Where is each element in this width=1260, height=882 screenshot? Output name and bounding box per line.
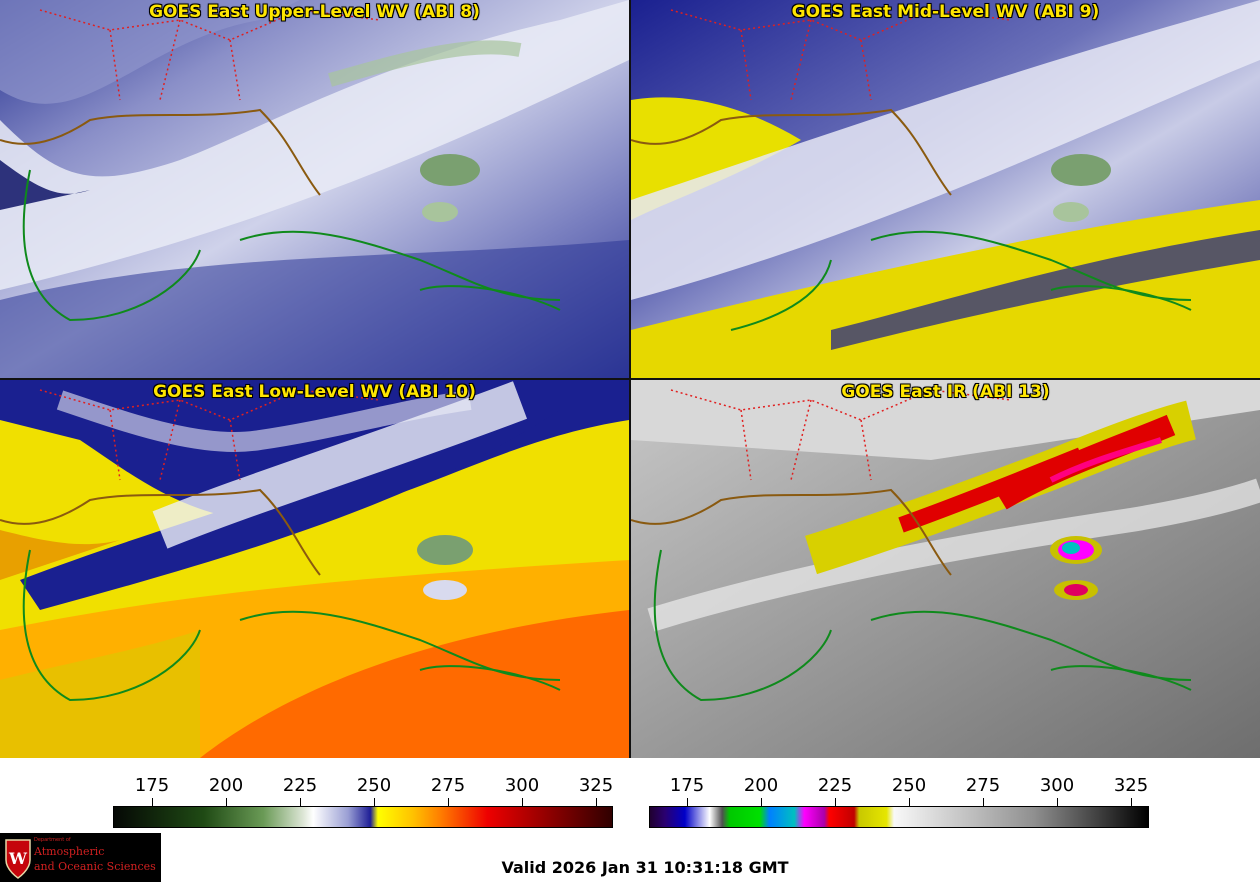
wv-colorbar: [113, 806, 613, 828]
ir-image: [631, 380, 1260, 758]
wv-colorbar-tick-label: 250: [356, 775, 392, 796]
panel-low-level-wv: GOES East Low-Level WV (ABI 10): [0, 380, 629, 758]
ir-colorbar-tick: [1131, 798, 1132, 806]
logo-line-atmospheric: Atmospheric: [34, 845, 105, 858]
wv-colorbar-tick-label: 325: [578, 775, 614, 796]
upper-level-wv-image: [0, 0, 629, 378]
panel-title-mid-level-wv: GOES East Mid-Level WV (ABI 9): [791, 2, 1100, 22]
logo-line-department: Department of: [34, 837, 71, 843]
logo-line-oceanic-sciences: and Oceanic Sciences: [34, 860, 156, 873]
panel-ir: GOES East IR (ABI 13): [631, 380, 1260, 758]
wv-colorbar-tick: [300, 798, 301, 806]
panel-upper-level-wv: GOES East Upper-Level WV (ABI 8): [0, 0, 629, 378]
low-level-wv-image: [0, 380, 629, 758]
ir-colorbar-tick-label: 300: [1039, 775, 1075, 796]
ir-colorbar-tick-label: 250: [891, 775, 927, 796]
ir-colorbar-tick-label: 275: [965, 775, 1001, 796]
wv-colorbar-tick-label: 300: [504, 775, 540, 796]
wv-colorbar-tick-label: 225: [282, 775, 318, 796]
ir-colorbar-tick-label: 200: [743, 775, 779, 796]
ir-colorbar-tick: [1057, 798, 1058, 806]
wv-colorbar-tick-label: 175: [134, 775, 170, 796]
ir-colorbar-tick: [835, 798, 836, 806]
panel-title-upper-level-wv: GOES East Upper-Level WV (ABI 8): [149, 2, 480, 22]
ir-colorbar-tick: [687, 798, 688, 806]
panel-title-low-level-wv: GOES East Low-Level WV (ABI 10): [153, 382, 476, 402]
panel-mid-level-wv: GOES East Mid-Level WV (ABI 9): [631, 0, 1260, 378]
wv-colorbar-tick: [374, 798, 375, 806]
ir-colorbar-tick: [761, 798, 762, 806]
wv-colorbar-tick: [226, 798, 227, 806]
uw-crest-icon: W: [5, 839, 31, 879]
wv-colorbar-tick-label: 200: [208, 775, 244, 796]
svg-text:W: W: [8, 849, 28, 868]
ir-colorbar-tick: [909, 798, 910, 806]
ir-colorbar: [649, 806, 1149, 828]
ir-colorbar-tick-label: 325: [1113, 775, 1149, 796]
ir-colorbar-tick-label: 225: [817, 775, 853, 796]
mid-level-wv-image: [631, 0, 1260, 378]
ir-colorbar-tick-label: 175: [669, 775, 705, 796]
wv-colorbar-tick: [152, 798, 153, 806]
wv-colorbar-tick: [522, 798, 523, 806]
aos-logo: W Department of Atmospheric and Oceanic …: [0, 833, 161, 882]
ir-colorbar-tick: [983, 798, 984, 806]
wv-colorbar-tick-label: 275: [430, 775, 466, 796]
valid-time: Valid 2026 Jan 31 10:31:18 GMT: [501, 858, 789, 877]
panel-divider-horizontal: [0, 378, 1260, 380]
panel-title-ir: GOES East IR (ABI 13): [841, 382, 1050, 402]
wv-colorbar-tick: [596, 798, 597, 806]
wv-colorbar-tick: [448, 798, 449, 806]
